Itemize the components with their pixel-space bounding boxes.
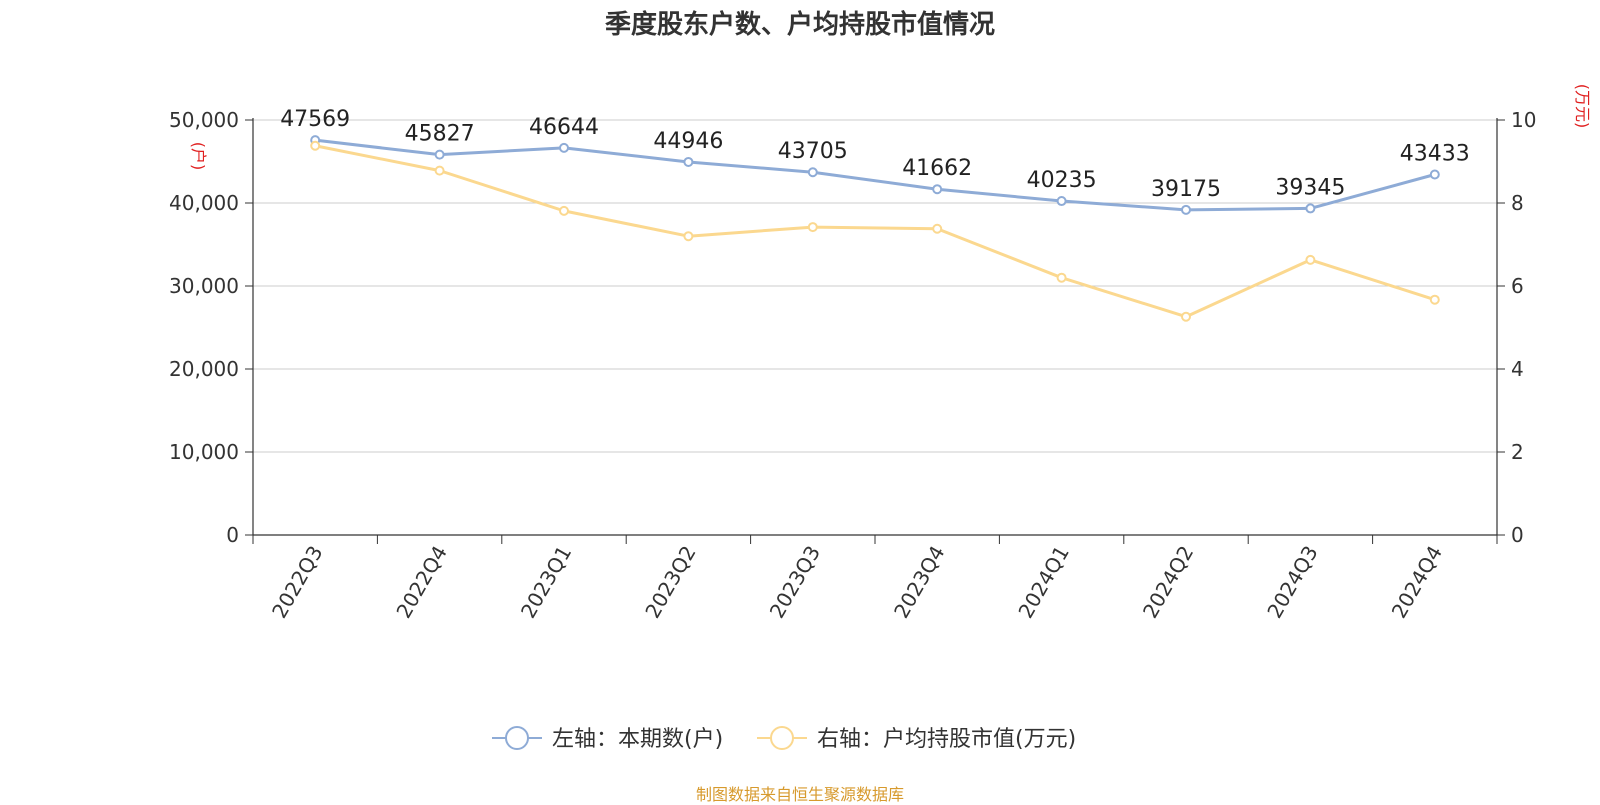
series-point-1 xyxy=(1429,294,1440,305)
series-point-1 xyxy=(807,222,818,233)
series-line-0 xyxy=(315,138,1436,212)
chart-title: 季度股东户数、户均持股市值情况 xyxy=(604,10,995,40)
x-axis-category-label: 2022Q4 xyxy=(391,542,451,623)
left-axis-tick-label: 10,000 xyxy=(169,440,239,464)
right-axis-tick-label: 6 xyxy=(1511,274,1524,298)
legend-label: 左轴：本期数(户) xyxy=(552,727,723,752)
series-point-0 xyxy=(1305,203,1316,214)
left-axis-tick-label: 20,000 xyxy=(169,357,239,381)
data-label: 45827 xyxy=(405,122,475,147)
data-label: 47569 xyxy=(280,107,350,132)
data-label: 46644 xyxy=(529,115,599,140)
series-point-1 xyxy=(310,140,321,151)
data-labels: 47569 45827 46644 44946 43705 41662 40235 39175… xyxy=(280,107,1470,202)
x-axis-category-label: 2023Q1 xyxy=(516,542,576,623)
series-point-0 xyxy=(434,149,445,160)
grid-lines xyxy=(253,119,1497,453)
legend[interactable]: 左轴：本期数(户) 右轴：户均持股市值(万元) xyxy=(492,726,1076,752)
data-label: 41662 xyxy=(902,156,972,181)
left-axis-tick-label: 0 xyxy=(226,523,239,547)
x-axis-category-label: 2023Q3 xyxy=(765,542,825,623)
series-point-0 xyxy=(1181,204,1191,215)
left-axis-tick-label: 40,000 xyxy=(169,191,239,215)
source-note: 制图数据来自恒生聚源数据库 xyxy=(695,785,904,804)
data-label: 39345 xyxy=(1275,175,1345,200)
legend-marker xyxy=(770,726,794,750)
series-line-1 xyxy=(314,144,1436,319)
right-axis-tick-label: 4 xyxy=(1511,357,1524,381)
x-axis-category-label: 2024Q3 xyxy=(1262,542,1322,623)
x-axis-category-label: 2023Q2 xyxy=(640,542,700,623)
data-label: 43433 xyxy=(1400,142,1470,167)
right-axis-tick-label: 2 xyxy=(1511,440,1524,464)
series-point-1 xyxy=(683,231,694,242)
series-point-0 xyxy=(1429,169,1440,180)
series-point-1 xyxy=(1056,272,1067,283)
axes: 0 10,000 20,000 30,000 40,000 50,000 0 2 4 6 8 10 (户… xyxy=(169,84,1592,622)
data-label: 39175 xyxy=(1151,177,1221,202)
right-axis-tick-label: 8 xyxy=(1511,191,1524,215)
data-label: 44946 xyxy=(653,129,723,154)
left-axis-tick-label: 50,000 xyxy=(169,108,239,132)
series-point-0 xyxy=(932,184,943,195)
right-axis-tick-label: 10 xyxy=(1511,108,1536,132)
series-point-1 xyxy=(1181,311,1191,322)
legend-label: 右轴：户均持股市值(万元) xyxy=(817,727,1076,752)
x-axis-category-label: 2024Q2 xyxy=(1138,542,1198,623)
x-axis-category-label: 2024Q4 xyxy=(1387,542,1447,623)
x-axis-category-label: 2024Q1 xyxy=(1013,542,1073,623)
series-point-0 xyxy=(807,167,818,178)
legend-item-1[interactable]: 右轴：户均持股市值(万元) xyxy=(757,726,1076,752)
left-axis-unit: (户) xyxy=(189,142,208,171)
series-point-1 xyxy=(1305,254,1316,265)
series-point-0 xyxy=(1056,196,1067,207)
x-axis-category-label: 2022Q3 xyxy=(267,542,327,623)
series xyxy=(310,135,1440,322)
series-point-0 xyxy=(683,156,694,167)
data-label: 43705 xyxy=(778,139,848,164)
legend-marker xyxy=(505,726,529,750)
right-axis-unit: (万元) xyxy=(1573,84,1592,129)
left-axis-tick-label: 30,000 xyxy=(169,274,239,298)
data-label: 40235 xyxy=(1027,168,1097,193)
series-point-1 xyxy=(559,205,569,216)
right-axis-tick-label: 0 xyxy=(1511,523,1524,547)
series-point-1 xyxy=(434,165,445,176)
series-point-1 xyxy=(932,223,943,234)
x-axis-category-label: 2023Q4 xyxy=(889,542,949,623)
series-point-0 xyxy=(559,142,569,153)
legend-item-0[interactable]: 左轴：本期数(户) xyxy=(492,726,723,752)
